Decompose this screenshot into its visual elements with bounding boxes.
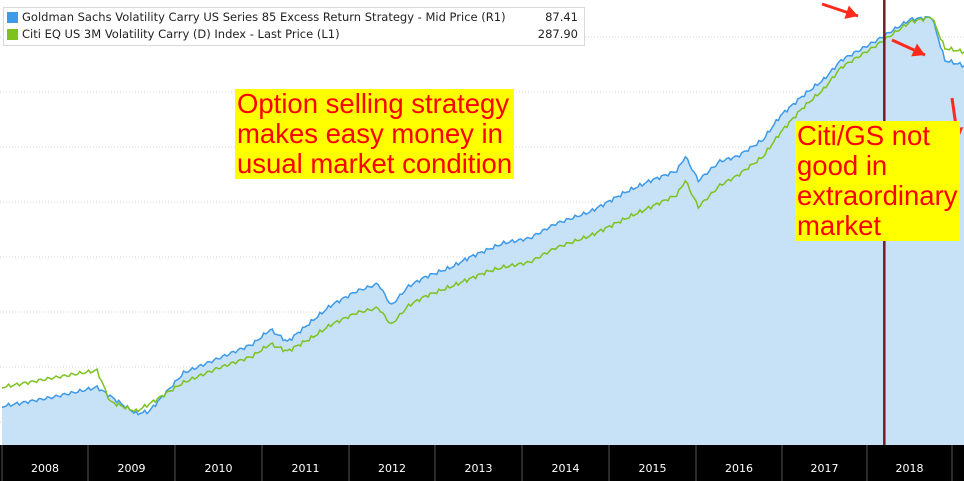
x-tick-label: 2012 bbox=[378, 462, 406, 475]
gs-series-line bbox=[1, 15, 964, 416]
legend-value-citi: 287.90 bbox=[537, 27, 578, 41]
x-axis-ticks: 2008 2009 2010 2011 2012 2013 2014 2015 2016 2017… bbox=[1, 445, 953, 481]
legend: Goldman Sachs Volatility Carry US Series… bbox=[3, 7, 585, 46]
annotation-line: market bbox=[797, 210, 882, 241]
x-tick-label: 2016 bbox=[725, 462, 753, 475]
arrow-icon bbox=[821, 2, 859, 19]
annotation-line: usual market condition bbox=[237, 148, 513, 179]
annotation-line: good in bbox=[797, 150, 888, 181]
x-axis-bar bbox=[0, 445, 964, 481]
x-tick-label: 2014 bbox=[552, 462, 580, 475]
x-tick-label: 2009 bbox=[118, 462, 146, 475]
gs-area-fill bbox=[2, 16, 964, 445]
annotation-line: makes easy money in bbox=[237, 118, 503, 149]
legend-label-gs: Goldman Sachs Volatility Carry US Series… bbox=[22, 10, 506, 24]
legend-swatch-citi bbox=[7, 29, 18, 40]
annotation-option-selling: Option selling strategy makes easy money… bbox=[235, 88, 515, 179]
legend-label-citi: Citi EQ US 3M Volatility Carry (D) Index… bbox=[22, 27, 340, 41]
x-tick-label: 2013 bbox=[465, 462, 493, 475]
annotation-line: extraordinary bbox=[797, 180, 958, 211]
arrow-annotations bbox=[821, 2, 964, 141]
legend-item-citi: Citi EQ US 3M Volatility Carry (D) Index… bbox=[4, 26, 584, 43]
legend-value-gs: 87.41 bbox=[545, 10, 578, 24]
x-tick-label: 2010 bbox=[205, 462, 233, 475]
annotation-citi-gs: Citi/GS not good in extraordinary market bbox=[795, 121, 960, 241]
x-tick-label: 2017 bbox=[811, 462, 839, 475]
x-tick-label: 2018 bbox=[896, 462, 924, 475]
x-tick-label: 2008 bbox=[31, 462, 59, 475]
annotation-line: Citi/GS not bbox=[797, 120, 930, 151]
legend-swatch-gs bbox=[7, 12, 18, 23]
x-tick-label: 2015 bbox=[639, 462, 667, 475]
legend-item-gs: Goldman Sachs Volatility Carry US Series… bbox=[4, 9, 584, 26]
citi-series-line bbox=[1, 16, 964, 413]
arrow-icon bbox=[891, 38, 926, 57]
x-tick-label: 2011 bbox=[292, 462, 320, 475]
annotation-line: Option selling strategy bbox=[237, 88, 510, 119]
